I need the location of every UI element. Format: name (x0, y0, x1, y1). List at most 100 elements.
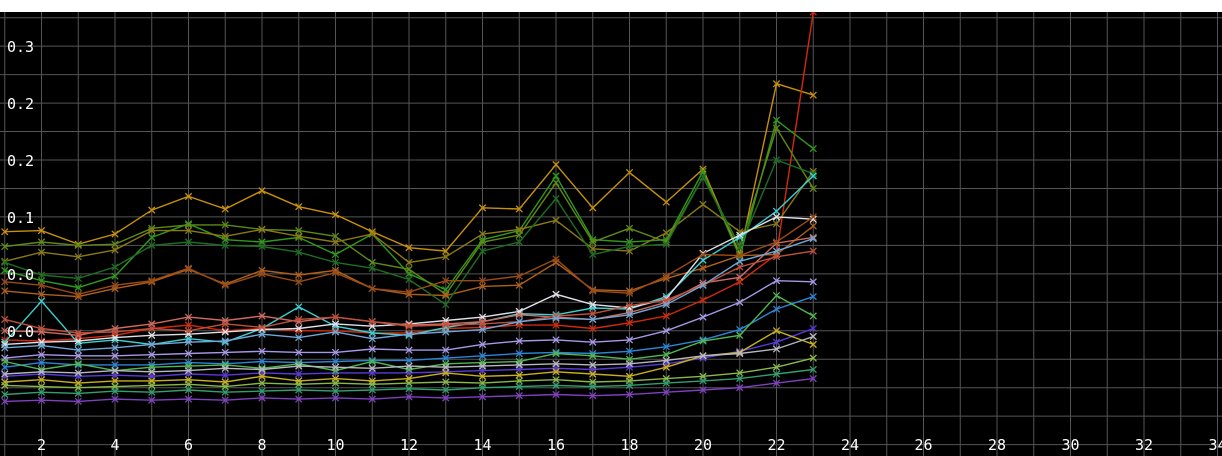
data-point (662, 379, 670, 387)
data-point (258, 312, 266, 320)
data-point (736, 233, 744, 242)
data-point (111, 272, 119, 280)
data-point (37, 281, 46, 289)
data-point (331, 328, 340, 336)
x-tick-label: 4 (110, 436, 119, 454)
data-point (442, 247, 450, 255)
data-point (221, 205, 229, 213)
data-point (74, 397, 82, 406)
data-point (699, 337, 707, 345)
data-point (111, 333, 119, 342)
data-point (736, 251, 744, 260)
data-point (148, 233, 156, 242)
data-point (368, 258, 376, 267)
data-point (148, 226, 156, 235)
x-tick-label: 26 (914, 436, 932, 454)
data-point (74, 361, 82, 369)
data-point (699, 165, 707, 173)
data-point (589, 300, 597, 309)
x-tick-label: 34 (1208, 436, 1222, 454)
data-point (736, 263, 744, 271)
data-point (625, 319, 634, 327)
data-point (405, 288, 413, 296)
data-point (221, 382, 229, 391)
data-point (184, 192, 193, 201)
data-point (662, 363, 670, 371)
data-point (148, 241, 156, 250)
data-point (589, 338, 597, 346)
data-point (442, 291, 450, 300)
data-point (552, 195, 560, 203)
data-point (295, 386, 303, 394)
data-point (809, 12, 817, 16)
data-point (221, 348, 229, 357)
data-point (552, 349, 560, 358)
data-point (111, 246, 119, 254)
data-point (295, 395, 303, 403)
data-point (184, 338, 193, 346)
data-point (736, 369, 744, 377)
data-point (295, 324, 303, 333)
data-point (74, 283, 82, 292)
data-point (184, 386, 193, 394)
data-point (148, 381, 156, 390)
data-point (111, 263, 119, 271)
data-point (1, 357, 9, 366)
data-point (478, 204, 487, 212)
data-point (37, 341, 46, 350)
data-point (809, 91, 817, 99)
data-point (442, 320, 450, 328)
data-point (699, 377, 707, 385)
data-point (515, 318, 523, 326)
data-point (331, 238, 340, 246)
data-point (184, 220, 193, 228)
data-point (772, 338, 781, 346)
data-point (295, 362, 303, 370)
data-point (772, 80, 781, 88)
data-point (368, 364, 376, 372)
data-point (405, 258, 413, 267)
data-point (295, 370, 303, 378)
data-point (442, 386, 450, 394)
data-point (515, 377, 523, 385)
data-point (405, 265, 413, 273)
data-point (368, 345, 376, 353)
data-point (37, 358, 46, 367)
data-point (1, 315, 9, 324)
data-point (552, 179, 560, 187)
data-point (1, 370, 9, 378)
data-point (699, 250, 707, 259)
x-tick-label: 30 (1061, 436, 1079, 454)
data-point (809, 247, 817, 255)
data-point (258, 323, 266, 332)
data-point (74, 253, 82, 261)
y-tick-label: 0.0 (7, 323, 34, 341)
data-point (111, 366, 119, 375)
data-point (589, 352, 597, 360)
data-point (74, 240, 82, 248)
data-point (442, 253, 450, 261)
data-point (442, 328, 450, 336)
data-point (184, 395, 193, 403)
data-point (442, 363, 450, 371)
data-point (1, 242, 9, 251)
data-point (478, 238, 487, 246)
data-point (699, 256, 707, 264)
data-point (515, 382, 523, 391)
data-point (184, 265, 193, 273)
data-point (736, 298, 744, 306)
data-point (552, 376, 560, 384)
data-point (1, 327, 9, 335)
data-point (295, 271, 303, 279)
data-point (809, 222, 817, 230)
data-point (772, 238, 781, 246)
x-tick-label: 20 (694, 436, 712, 454)
data-point (295, 333, 303, 342)
data-point (74, 389, 82, 398)
data-point (515, 337, 523, 345)
data-point (809, 324, 817, 333)
data-point (184, 238, 193, 246)
data-point (772, 327, 781, 335)
data-point (405, 356, 413, 365)
data-point (184, 264, 193, 272)
